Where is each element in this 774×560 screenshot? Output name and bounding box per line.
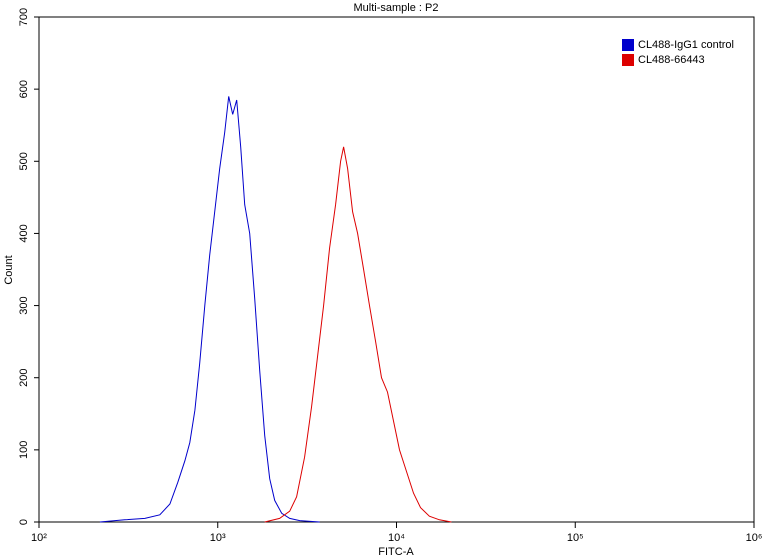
- histogram-line: [264, 146, 452, 523]
- y-tick-label: 600: [18, 80, 30, 98]
- y-tick-label: 300: [18, 296, 30, 314]
- x-tick-label: 10⁶: [746, 532, 763, 544]
- y-tick-label: 200: [18, 369, 30, 387]
- legend-label: CL488-66443: [638, 54, 705, 66]
- y-tick-label: 0: [18, 519, 30, 525]
- y-tick-label: 100: [18, 441, 30, 459]
- legend-swatch: [622, 39, 634, 51]
- chart-title: Multi-sample : P2: [354, 2, 439, 14]
- y-tick-label: 400: [18, 224, 30, 242]
- legend-swatch: [622, 54, 634, 66]
- x-tick-label: 10⁴: [388, 532, 405, 544]
- histogram-line: [99, 96, 320, 523]
- plot-frame: [38, 16, 755, 523]
- legend-label: CL488-IgG1 control: [638, 39, 734, 51]
- x-tick-label: 10⁵: [567, 532, 584, 544]
- x-axis-label: FITC-A: [378, 546, 414, 558]
- y-tick-label: 500: [18, 152, 30, 170]
- x-tick-label: 10²: [31, 532, 47, 544]
- y-tick-label: 700: [18, 8, 30, 26]
- x-tick-label: 10³: [210, 532, 226, 544]
- y-axis-label: Count: [3, 255, 15, 284]
